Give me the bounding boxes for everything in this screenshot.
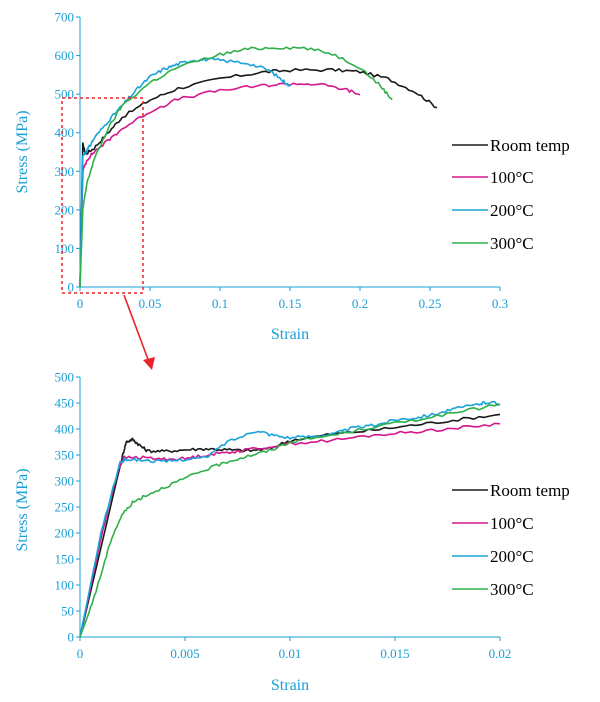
zoom-arrow-head <box>143 357 155 370</box>
x-axis-label: Strain <box>271 326 309 343</box>
series-line-300-c <box>79 403 501 638</box>
y-tick-label: 300 <box>55 474 75 489</box>
x-tick-label: 0 <box>77 296 84 311</box>
x-tick-label: 0.01 <box>279 646 302 661</box>
y-tick-label: 500 <box>55 370 75 385</box>
x-tick-label: 0.05 <box>139 296 162 311</box>
y-tick-label: 250 <box>55 500 75 515</box>
legend-label: 100°C <box>490 168 534 187</box>
y-axis-label: Stress (MPa) <box>14 110 31 193</box>
x-tick-label: 0.02 <box>489 646 512 661</box>
chart-top: 0 0.05 0.1 0.15 0.2 0.25 0.3 0 100 200 300 400 500 60… <box>14 10 570 344</box>
y-tick-label: 600 <box>55 48 75 63</box>
x-tick-label: 0.2 <box>352 296 368 311</box>
x-tick-label: 0.15 <box>279 296 302 311</box>
legend-label: 300°C <box>490 234 534 253</box>
y-tick-label: 450 <box>55 396 75 411</box>
x-axis-label: Strain <box>271 677 309 694</box>
x-tick-label: 0.005 <box>170 646 199 661</box>
y-tick-label: 100 <box>55 578 75 593</box>
y-tick-label: 700 <box>55 10 75 25</box>
legend-label: Room temp <box>490 481 570 500</box>
y-tick-label: 0 <box>68 280 75 295</box>
x-tick-label: 0.015 <box>380 646 409 661</box>
y-tick-label: 400 <box>55 422 75 437</box>
series-line-100-c <box>79 422 501 638</box>
y-tick-label: 50 <box>61 604 74 619</box>
y-tick-label: 500 <box>55 87 75 102</box>
legend-label: 200°C <box>490 547 534 566</box>
series-line-200-c <box>79 400 501 638</box>
y-axis-label: Stress (MPa) <box>14 468 31 551</box>
y-tick-label: 350 <box>55 448 75 463</box>
series-line-300-c <box>79 46 393 288</box>
legend-label: 200°C <box>490 201 534 220</box>
y-tick-label: 150 <box>55 552 75 567</box>
y-tick-label: 300 <box>55 164 75 179</box>
y-tick-label: 100 <box>55 241 75 256</box>
y-tick-label: 0 <box>68 630 75 645</box>
x-tick-label: 0.1 <box>212 296 228 311</box>
series-line-room-temp <box>79 413 501 638</box>
x-tick-label: 0.25 <box>419 296 442 311</box>
series-line-100-c <box>79 82 361 288</box>
y-tick-label: 200 <box>55 202 75 217</box>
x-tick-label: 0.3 <box>492 296 508 311</box>
y-tick-label: 400 <box>55 125 75 140</box>
series-line-room-temp <box>79 67 438 288</box>
chart-bottom: 0 0.005 0.01 0.015 0.02 0 50 100 150 200 250 300 350… <box>14 370 570 695</box>
y-tick-label: 200 <box>55 526 75 541</box>
legend-label: 300°C <box>490 580 534 599</box>
x-tick-label: 0 <box>77 646 84 661</box>
legend-label: Room temp <box>490 136 570 155</box>
zoom-annotation <box>61 97 155 370</box>
zoom-arrow-line <box>123 294 150 363</box>
legend-label: 100°C <box>490 514 534 533</box>
series-line-200-c <box>79 57 291 288</box>
